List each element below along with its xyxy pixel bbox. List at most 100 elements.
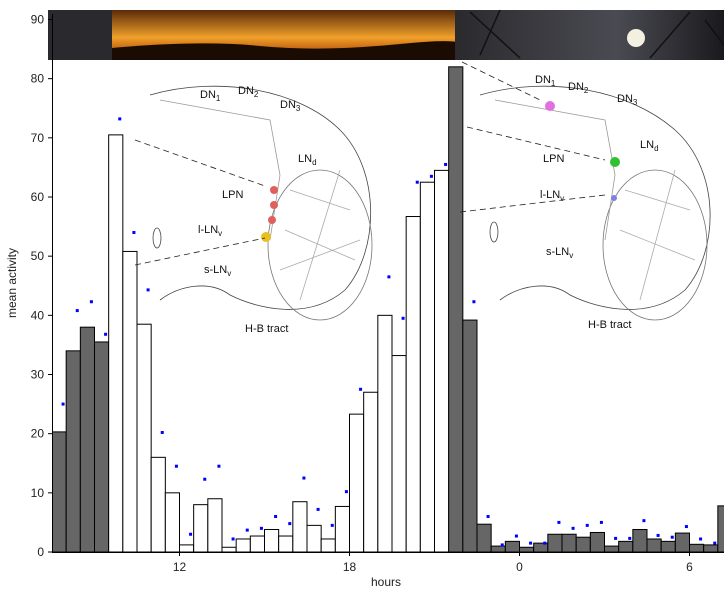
x-tick-label: 12 bbox=[173, 560, 187, 574]
dot-marker bbox=[345, 490, 348, 493]
sky-strip bbox=[48, 10, 724, 60]
label-subscript: 1 bbox=[216, 94, 221, 103]
dot-marker bbox=[487, 515, 490, 518]
label-text: s-LN bbox=[546, 246, 569, 258]
bar bbox=[335, 506, 349, 552]
bar bbox=[109, 135, 123, 552]
y-tick-label: 20 bbox=[31, 427, 45, 441]
diagram-label: DN1 bbox=[535, 74, 556, 88]
label-text: DN bbox=[568, 81, 584, 93]
bar bbox=[307, 525, 321, 552]
bar bbox=[435, 170, 449, 552]
diagram-label: LPN bbox=[543, 153, 564, 165]
bar bbox=[194, 505, 208, 552]
label-text: l-LN bbox=[198, 224, 218, 236]
label-text: LPN bbox=[222, 189, 243, 201]
bar bbox=[279, 536, 293, 552]
bar bbox=[633, 530, 647, 552]
bar bbox=[477, 524, 491, 552]
label-text: H-B tract bbox=[245, 323, 288, 335]
diagram-label: s-LNv bbox=[204, 264, 231, 278]
dot-marker bbox=[359, 388, 362, 391]
dot-marker bbox=[132, 231, 135, 234]
dot-marker bbox=[288, 522, 291, 525]
label-subscript: d bbox=[312, 158, 316, 167]
y-tick-label: 70 bbox=[31, 131, 45, 145]
bar bbox=[378, 315, 392, 552]
bar bbox=[95, 342, 109, 552]
label-text: DN bbox=[200, 89, 216, 101]
x-tick-label: 6 bbox=[686, 560, 693, 574]
dot-marker bbox=[203, 478, 206, 481]
label-subscript: 1 bbox=[551, 79, 556, 88]
bar bbox=[505, 541, 519, 552]
diagram-label: H-B tract bbox=[245, 323, 288, 335]
y-tick-label: 40 bbox=[31, 308, 45, 322]
label-text: LN bbox=[640, 139, 654, 151]
dot-marker bbox=[628, 537, 631, 540]
dot-marker bbox=[217, 465, 220, 468]
bar bbox=[165, 493, 179, 552]
bar bbox=[80, 327, 94, 552]
dot-marker bbox=[62, 403, 65, 406]
diagram-label: s-LNv bbox=[546, 246, 573, 260]
dot-marker bbox=[90, 300, 93, 303]
dot-marker bbox=[274, 515, 277, 518]
bar bbox=[605, 546, 619, 552]
bar bbox=[718, 506, 724, 552]
diagram-label: DN3 bbox=[280, 99, 301, 113]
bar bbox=[619, 541, 633, 552]
bar bbox=[236, 539, 250, 552]
dot-marker bbox=[642, 519, 645, 522]
label-subscript: d bbox=[654, 144, 658, 153]
dot-marker bbox=[444, 163, 447, 166]
dot-marker bbox=[317, 508, 320, 511]
dot-marker bbox=[104, 333, 107, 336]
y-tick-label: 60 bbox=[31, 190, 45, 204]
bar bbox=[548, 534, 562, 552]
y-axis-label: mean activity bbox=[5, 248, 19, 318]
chart: hours mean activity 01020304050607080901… bbox=[0, 0, 724, 591]
label-text: DN bbox=[280, 99, 296, 111]
label-subscript: 2 bbox=[584, 86, 589, 95]
bar bbox=[520, 547, 534, 552]
diagram-label: DN2 bbox=[568, 81, 589, 95]
label-subscript: 3 bbox=[633, 98, 638, 107]
bar bbox=[208, 499, 222, 552]
dot-marker bbox=[430, 175, 433, 178]
y-tick-label: 0 bbox=[37, 545, 44, 559]
dot-marker bbox=[543, 542, 546, 545]
label-subscript: v bbox=[218, 229, 222, 238]
label-text: H-B tract bbox=[588, 319, 631, 331]
y-tick-label: 10 bbox=[31, 486, 45, 500]
dot-marker bbox=[713, 542, 716, 545]
dot-marker bbox=[189, 533, 192, 536]
diagram-label: H-B tract bbox=[588, 319, 631, 331]
dot-marker bbox=[246, 529, 249, 532]
dot-marker bbox=[161, 431, 164, 434]
dot-marker bbox=[472, 300, 475, 303]
label-text: LN bbox=[298, 153, 312, 165]
y-tick-label: 30 bbox=[31, 368, 45, 382]
label-text: LPN bbox=[543, 153, 564, 165]
bar bbox=[590, 532, 604, 552]
dot-marker bbox=[501, 543, 504, 546]
bar bbox=[661, 541, 675, 552]
dot-marker bbox=[671, 536, 674, 539]
dot-marker bbox=[515, 535, 518, 538]
bar bbox=[66, 351, 80, 552]
bar bbox=[449, 67, 463, 552]
dot-marker bbox=[685, 525, 688, 528]
bar bbox=[562, 534, 576, 552]
label-subscript: 2 bbox=[254, 90, 259, 99]
bar bbox=[690, 544, 704, 552]
y-tick-label: 80 bbox=[31, 72, 45, 86]
bar bbox=[137, 324, 151, 552]
label-text: DN bbox=[535, 74, 551, 86]
label-subscript: v bbox=[569, 251, 573, 260]
dot-marker bbox=[260, 527, 263, 530]
bar bbox=[576, 537, 590, 552]
bar bbox=[364, 392, 378, 552]
dot-marker bbox=[147, 288, 150, 291]
bar bbox=[491, 546, 505, 552]
